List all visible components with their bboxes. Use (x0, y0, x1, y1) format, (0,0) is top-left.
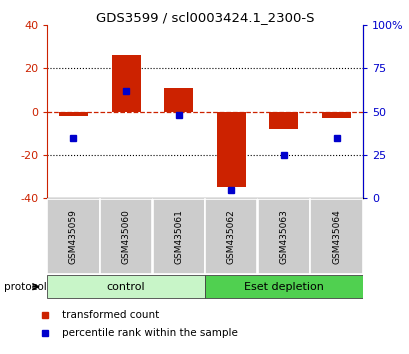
Text: GSM435061: GSM435061 (174, 209, 183, 264)
Bar (269, 112, 298, 129)
Text: transformed count: transformed count (61, 309, 158, 320)
Text: GSM435062: GSM435062 (226, 209, 235, 264)
Bar (321, 112, 350, 118)
Bar (205, 199, 257, 274)
Bar (152, 199, 204, 274)
Text: protocol: protocol (4, 282, 47, 292)
Text: GSM435059: GSM435059 (69, 209, 78, 264)
Bar (100, 199, 152, 274)
Bar (59, 112, 88, 116)
Bar (257, 199, 309, 274)
Text: Eset depletion: Eset depletion (243, 282, 323, 292)
Text: GSM435060: GSM435060 (121, 209, 130, 264)
Bar (47, 275, 204, 298)
Text: percentile rank within the sample: percentile rank within the sample (61, 328, 237, 338)
Text: GSM435064: GSM435064 (331, 209, 340, 264)
Bar (164, 88, 193, 112)
Bar (111, 55, 140, 112)
Text: GDS3599 / scl0003424.1_2300-S: GDS3599 / scl0003424.1_2300-S (96, 11, 313, 24)
Bar (310, 199, 362, 274)
Bar (205, 275, 362, 298)
Bar (47, 199, 99, 274)
Text: control: control (106, 282, 145, 292)
Text: GSM435063: GSM435063 (279, 209, 288, 264)
Bar (216, 112, 245, 187)
